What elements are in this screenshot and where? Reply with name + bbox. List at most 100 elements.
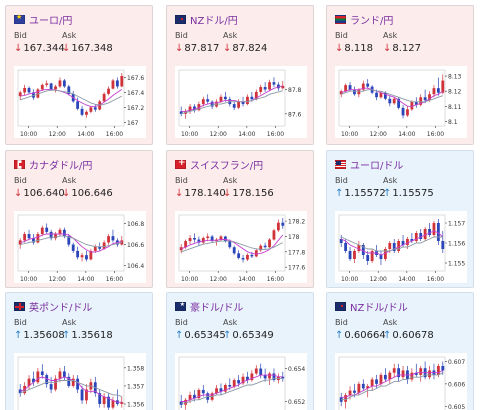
rate-card-nzd-jpy[interactable]: NZドル/円 Bid Ask ↓ 87.817 ↓ 87.824 87.8 87.6 1… <box>166 5 314 145</box>
rate-card-zar-jpy[interactable]: ランド/円 Bid Ask ↓ 8.118 ↓ 8.127 8.13 8.12 8.11… <box>326 5 474 145</box>
pair-title-link[interactable]: カナダドル/円 <box>14 156 92 172</box>
y-tick-label: 167.2 <box>127 105 144 112</box>
candle-body <box>241 101 245 105</box>
candle-body <box>102 242 106 249</box>
candle-body <box>27 378 31 386</box>
pair-title-link[interactable]: ユーロ/ドル <box>335 156 403 172</box>
candle-body <box>219 388 223 392</box>
ask-price: ↑ 1.35618 <box>62 330 113 341</box>
x-tick-label: 16:00 <box>106 131 123 138</box>
candle-body <box>397 98 401 108</box>
x-tick-label: 16:00 <box>427 131 444 138</box>
y-tick-label: 106.4 <box>127 263 144 270</box>
candle-body <box>428 94 431 101</box>
candle-body <box>80 108 84 115</box>
candle-body <box>366 255 370 261</box>
x-tick-label: 12:00 <box>49 276 66 283</box>
x-tick-label: 12:00 <box>210 276 227 283</box>
pair-name[interactable]: スイスフラン/円 <box>190 160 264 172</box>
candle-body <box>276 84 280 89</box>
rate-card-chf-jpy[interactable]: スイスフラン/円 Bid Ask ↓178.140 ↓178.156 178.2… <box>166 150 314 288</box>
candle-body <box>379 374 383 384</box>
candle-body <box>281 376 285 379</box>
candle-body <box>67 86 71 94</box>
bid-price: ↓ 167.344 <box>14 43 65 54</box>
candle-body <box>272 373 276 381</box>
pair-title-link[interactable]: スイスフラン/円 <box>175 156 263 172</box>
rate-card-cad-jpy[interactable]: カナダドル/円 Bid Ask ↓ 106.640 ↓ 106.646 106.8 1… <box>5 150 153 288</box>
y-tick-label: 87.6 <box>288 111 302 118</box>
candle-body <box>392 368 396 373</box>
candle-body <box>62 371 66 377</box>
pair-title-link[interactable]: NZドル/円 <box>175 11 238 27</box>
candlestick-chart[interactable]: 178.2 178 177.8 177.6 10:00 12:00 14:00 16:00 <box>175 211 307 283</box>
ask-label: Ask <box>62 176 77 185</box>
bid-label: Bid <box>175 31 188 40</box>
ask-price: ↑ 0.65349 <box>223 330 274 341</box>
candlestick-chart[interactable]: 1.157 1.156 1.155 10:00 12:00 14:00 16:00 <box>335 211 467 283</box>
x-tick-label: 10:00 <box>20 276 37 283</box>
candle-body <box>40 371 44 376</box>
pair-name[interactable]: ランド/円 <box>350 15 394 27</box>
candle-body <box>219 236 223 240</box>
candle-body <box>436 88 440 93</box>
rate-card-gbp-usd[interactable]: 英ポンド/ドル Bid Ask ↑ 1.35608 ↑ 1.35618 1.358 1… <box>5 292 153 410</box>
candle-body <box>67 376 71 386</box>
x-tick-label: 12:00 <box>49 131 66 138</box>
rate-card-aud-usd[interactable]: 豪ドル/ドル Bid Ask ↑0.65345 ↑0.65349 0.6540.… <box>166 292 314 410</box>
candlestick-chart[interactable]: 87.8 87.6 10:00 12:00 14:00 16:00 <box>175 66 307 138</box>
pair-title-link[interactable]: ランド/円 <box>335 11 393 27</box>
candlestick-chart[interactable]: 106.8 106.6 106.4 10:00 12:00 14:00 16:00 <box>14 211 146 283</box>
pair-title-link[interactable]: 豪ドル/ドル <box>175 298 243 314</box>
pair-name[interactable]: NZドル/円 <box>190 15 238 27</box>
pair-name[interactable]: 豪ドル/ドル <box>190 302 244 314</box>
pair-name[interactable]: NZドル/ドル <box>350 302 408 314</box>
down-arrow-icon: ↓ <box>335 43 344 54</box>
candle-body <box>193 106 196 111</box>
candle-body <box>54 86 57 90</box>
pair-name[interactable]: カナダドル/円 <box>29 160 93 172</box>
nz-flag-icon <box>175 14 186 24</box>
candle-body <box>76 101 80 109</box>
candlestick-chart[interactable]: 167.6 167.4 167.2 167 10:00 12:00 14:00 16:00 <box>14 66 146 138</box>
x-tick-label: 12:00 <box>370 131 387 138</box>
eu-flag-icon <box>14 13 25 24</box>
candlestick-chart[interactable]: 8.13 8.12 8.11 8.1 10:00 12:00 14:00 16:00 <box>335 66 467 138</box>
candle-body <box>93 246 97 251</box>
ask-label: Ask <box>383 318 398 327</box>
y-tick-label: 178.2 <box>288 219 305 226</box>
candle-body <box>40 84 44 90</box>
up-arrow-icon: ↑ <box>383 330 392 341</box>
y-tick-label: 0.606 <box>448 381 465 388</box>
up-arrow-icon: ↑ <box>383 188 392 199</box>
moving-average-long <box>20 380 122 398</box>
pair-name[interactable]: ユーロ/ドル <box>350 160 404 172</box>
candle-body <box>197 389 201 399</box>
ask-price: ↑ 1.15575 <box>383 188 434 199</box>
candle-body <box>436 223 440 241</box>
x-tick-label: 10:00 <box>20 131 37 138</box>
candle-body <box>357 383 361 393</box>
candle-body <box>102 93 106 102</box>
bid-label: Bid <box>175 318 188 327</box>
ask-value: 106.646 <box>71 188 113 199</box>
pair-name[interactable]: 英ポンド/ドル <box>29 302 93 314</box>
ch-flag-icon <box>175 158 186 169</box>
bid-value: 167.344 <box>23 43 65 54</box>
y-tick-label: 1.157 <box>448 221 465 228</box>
pair-name[interactable]: ユーロ/円 <box>29 15 73 27</box>
rate-card-nzd-usd[interactable]: NZドル/ドル Bid Ask ↑ 0.60664 ↑ 0.60678 0.607 0… <box>326 292 474 410</box>
rate-card-eur-jpy[interactable]: ユーロ/円 Bid Ask ↓167.344 ↓167.348 167.6167… <box>5 5 153 145</box>
rate-card-eur-usd[interactable]: ユーロ/ドル Bid Ask ↑ 1.15572 ↑ 1.15575 1.157 1.… <box>326 150 474 288</box>
au-flag-icon <box>175 301 186 311</box>
ask-label: Ask <box>62 31 77 40</box>
pair-title-link[interactable]: NZドル/ドル <box>335 298 408 314</box>
pair-title-link[interactable]: ユーロ/円 <box>14 11 72 27</box>
za-flag-icon <box>335 14 346 24</box>
pair-title-link[interactable]: 英ポンド/ドル <box>14 298 92 314</box>
candle-body <box>210 236 214 242</box>
down-arrow-icon: ↓ <box>62 188 71 199</box>
